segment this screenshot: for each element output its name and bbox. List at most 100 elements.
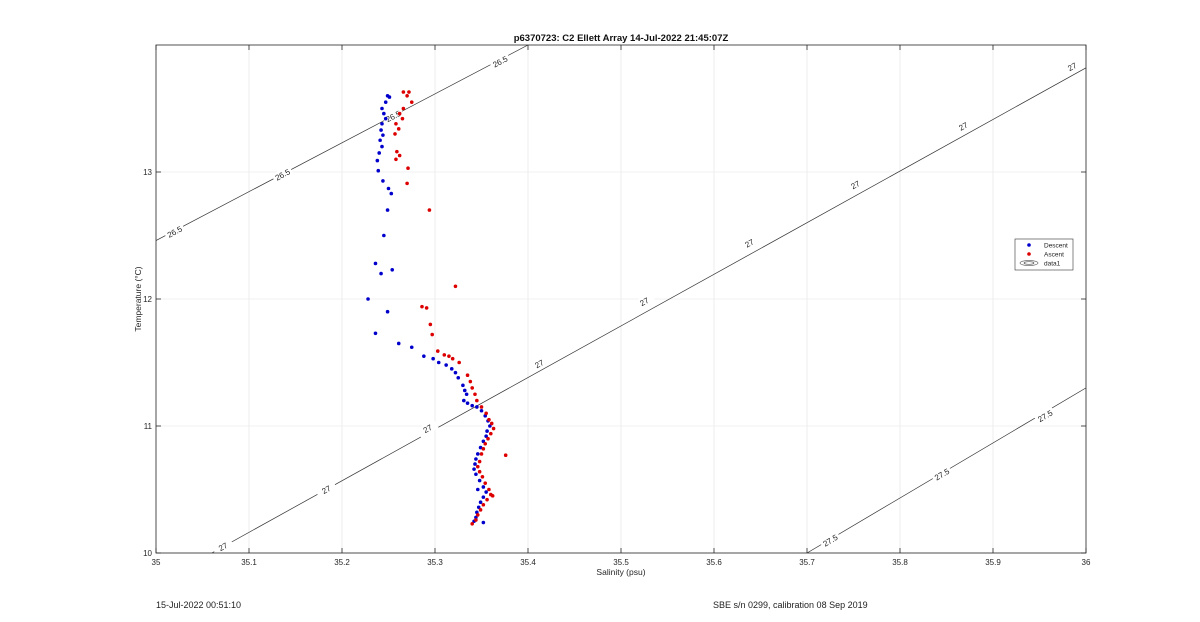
contour-label-bg [819,530,842,550]
legend-box [1014,238,1074,271]
ascent-point [465,373,470,378]
descent-point [464,392,469,397]
ascent-point [489,421,494,426]
ascent-point [475,513,480,517]
ascent-point [394,121,398,126]
x-tick-label: 35.5 [613,558,629,567]
contour-label-bg [1033,406,1057,426]
ascent-point [405,181,409,186]
ascent-point [489,431,493,436]
contour-label-bg [527,354,551,373]
contour-label-bg [211,537,235,556]
ascent-point [484,411,488,416]
ascent-point [405,94,409,98]
descent-point [385,309,390,314]
ascent-point [457,360,461,365]
descent-point [461,383,465,388]
descent-point [481,485,486,489]
x-tick-label: 35.7 [799,558,815,567]
ascent-point [480,475,485,479]
descent-point [380,144,384,149]
ascent-point [481,447,486,451]
ascent-point [435,349,440,353]
contour-label-bg [930,464,954,484]
x-tick-label: 35.1 [241,558,257,567]
descent-point [383,116,388,121]
contour-label-bg [163,222,186,241]
contour-line [156,45,529,241]
ascent-point [396,127,401,131]
ascent-point [428,322,433,327]
chart-title: p6370723: C2 Ellett Array 14-Jul-2022 21… [514,33,729,44]
descent-point [444,363,448,367]
ascent-point [485,497,489,502]
y-tick-label: 11 [144,422,153,431]
x-tick-label: 35.8 [892,558,908,567]
descent-point [481,439,486,444]
descent-point [386,186,391,191]
descent-point [477,478,482,483]
x-axis-label: Salinity (psu) [596,567,645,577]
descent-point [470,403,475,408]
descent-point [390,267,395,272]
ascent-point [394,157,398,162]
ascent-point [486,436,490,441]
descent-point [462,388,467,393]
ascent-point [487,487,491,492]
ascent-point [397,111,402,116]
ascent-point [483,441,488,446]
ascent-point [427,208,432,212]
descent-point [381,133,385,137]
contour-label-bg [738,233,761,253]
ascent-point [475,464,480,469]
ascent-point [491,426,496,431]
descent-point [436,360,441,365]
descent-point [453,370,458,375]
descent-point [474,472,478,477]
ascent-point [479,405,484,409]
descent-point [422,354,426,358]
ascent-point [487,417,491,422]
ascent-point [401,90,406,94]
descent-point [484,490,488,494]
descent-point [373,261,378,266]
legend-label: Descent [1044,243,1068,250]
x-tick-label: 36 [1082,558,1091,567]
x-tick-label: 35.3 [427,558,443,567]
descent-point [481,520,486,525]
descent-point [478,445,483,450]
descent-point [376,168,381,173]
descent-point [449,367,454,371]
legend-contour-icon-inner [1023,261,1035,265]
descent-point [366,297,370,301]
data-points [366,90,508,526]
x-tick-label: 35.9 [985,558,1001,567]
ascent-point [400,116,405,121]
descent-point [373,331,378,336]
descent-point [377,151,382,155]
descent-point [456,375,461,380]
contour-label-bg [488,52,512,71]
descent-point [375,158,380,163]
descent-point [380,106,384,111]
legend-marker [1027,243,1031,247]
descent-point [475,452,480,456]
ascent-point [474,518,478,522]
x-tick-label: 35.2 [334,558,350,567]
ascent-point [489,492,493,497]
descent-point [382,233,386,238]
ascent-point [470,386,475,390]
x-axis: 35 35.1 35.2 35.3 35.4 35.5 35.6 35.7 35.8 35.9 36 [152,45,1091,567]
ascent-point [477,459,482,464]
ascent-point [475,398,479,403]
ascent-point [470,521,475,526]
ascent-point [503,453,508,458]
contour-label-bg [844,175,867,194]
ascent-point [395,149,399,154]
descent-point [379,128,383,132]
descent-point [476,505,481,510]
descent-point [473,462,477,466]
descent-point [387,95,392,99]
ascent-point [483,481,488,485]
